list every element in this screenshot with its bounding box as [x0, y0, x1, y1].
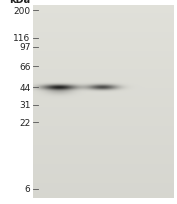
Text: 116: 116	[13, 34, 30, 43]
Text: 31: 31	[19, 101, 30, 110]
Text: 97: 97	[19, 43, 30, 52]
Text: 66: 66	[19, 63, 30, 72]
Text: 6: 6	[25, 184, 30, 193]
Text: 44: 44	[19, 83, 30, 92]
Text: 22: 22	[19, 118, 30, 127]
Text: 200: 200	[13, 7, 30, 16]
Text: kDa: kDa	[9, 0, 30, 5]
